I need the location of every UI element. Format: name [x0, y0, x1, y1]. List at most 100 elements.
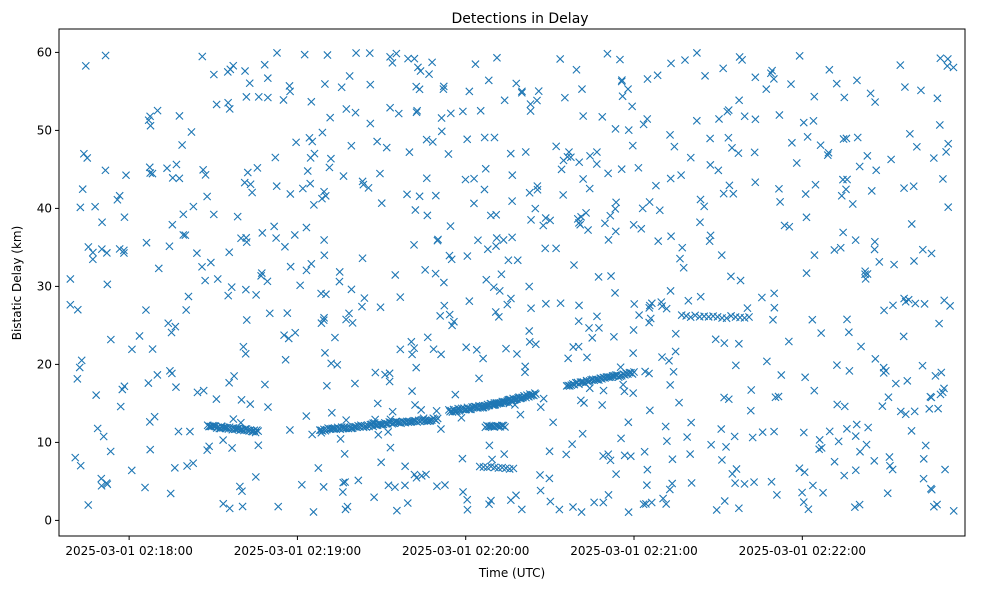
noise-point	[896, 407, 905, 416]
noise-point	[852, 76, 861, 85]
x-tick-label: 2025-03-01 02:18:00	[65, 544, 192, 558]
noise-point	[440, 301, 449, 310]
noise-point	[885, 461, 894, 470]
noise-point	[224, 98, 233, 107]
noise-point	[577, 212, 586, 221]
noise-point	[566, 153, 575, 162]
noise-point	[933, 94, 942, 103]
noise-point	[122, 171, 131, 180]
noise-point	[770, 427, 779, 436]
noise-point	[437, 114, 446, 123]
noise-point	[463, 495, 472, 504]
noise-point	[687, 478, 696, 487]
noise-point	[219, 436, 228, 445]
track-point	[727, 311, 736, 320]
noise-point	[382, 143, 391, 152]
noise-point	[246, 400, 255, 409]
noise-point	[612, 470, 621, 479]
noise-point	[463, 135, 472, 144]
noise-point	[500, 96, 509, 105]
x-axis-label: Time (UTC)	[478, 566, 545, 580]
noise-point	[375, 169, 384, 178]
noise-point	[476, 106, 485, 115]
track-point	[713, 312, 722, 321]
noise-point	[291, 328, 300, 337]
noise-point	[97, 245, 106, 254]
noise-point	[940, 296, 949, 305]
noise-point	[241, 285, 250, 294]
noise-point	[360, 294, 369, 303]
noise-point	[620, 387, 629, 396]
noise-point	[475, 374, 484, 383]
noise-point	[495, 286, 504, 295]
noise-point	[115, 191, 124, 200]
noise-point	[343, 502, 352, 511]
noise-point	[666, 130, 675, 139]
noise-point	[326, 154, 335, 163]
noise-point	[734, 339, 743, 348]
noise-point	[808, 315, 817, 324]
noise-point	[354, 476, 363, 485]
noise-point	[735, 96, 744, 105]
noise-point	[592, 312, 601, 321]
noise-point	[757, 293, 766, 302]
noise-point	[871, 354, 880, 363]
noise-point	[99, 432, 108, 441]
noise-point	[246, 180, 255, 189]
noise-point	[738, 55, 747, 64]
noise-point	[751, 73, 760, 82]
noise-point	[141, 483, 150, 492]
noise-point	[569, 261, 578, 270]
noise-point	[935, 319, 944, 328]
noise-point	[707, 440, 716, 449]
noise-point	[885, 453, 894, 462]
noise-point	[929, 502, 938, 511]
noise-point	[696, 195, 705, 204]
noise-point	[451, 390, 460, 399]
noise-point	[166, 489, 175, 498]
noise-point	[875, 257, 884, 266]
noise-point	[844, 328, 853, 337]
noise-point	[284, 334, 293, 343]
noise-point	[192, 249, 201, 258]
noise-point	[837, 191, 846, 200]
noise-point	[842, 185, 850, 194]
noise-point	[260, 60, 269, 69]
noise-point	[799, 428, 808, 437]
noise-point	[599, 452, 608, 460]
noise-point	[665, 356, 673, 365]
noise-point	[146, 112, 155, 121]
noise-point	[386, 103, 395, 112]
noise-point	[825, 65, 834, 74]
noise-point	[525, 188, 534, 197]
noise-point	[935, 120, 944, 129]
noise-point	[385, 369, 394, 378]
noise-point	[676, 254, 684, 263]
noise-point	[604, 235, 613, 244]
noise-point	[499, 235, 508, 244]
noise-point	[927, 249, 936, 258]
noise-point	[659, 494, 668, 503]
noise-point	[88, 248, 97, 257]
noise-point	[429, 345, 438, 354]
noise-point	[532, 96, 541, 105]
noise-point	[201, 170, 210, 179]
noise-point	[616, 363, 625, 372]
noise-point	[242, 238, 251, 247]
noise-point	[203, 446, 212, 455]
noise-point	[170, 463, 179, 472]
noise-point	[536, 403, 545, 412]
noise-point	[413, 63, 422, 72]
track-point	[722, 314, 731, 323]
noise-point	[927, 393, 936, 402]
noise-point	[437, 127, 446, 136]
noise-point	[768, 66, 777, 75]
noise-point	[78, 185, 87, 194]
noise-point	[770, 303, 779, 312]
noise-point	[715, 114, 723, 123]
noise-point	[386, 52, 395, 61]
noise-point	[552, 244, 561, 253]
noise-point	[817, 329, 826, 338]
noise-point	[919, 474, 928, 483]
noise-point	[431, 269, 440, 278]
